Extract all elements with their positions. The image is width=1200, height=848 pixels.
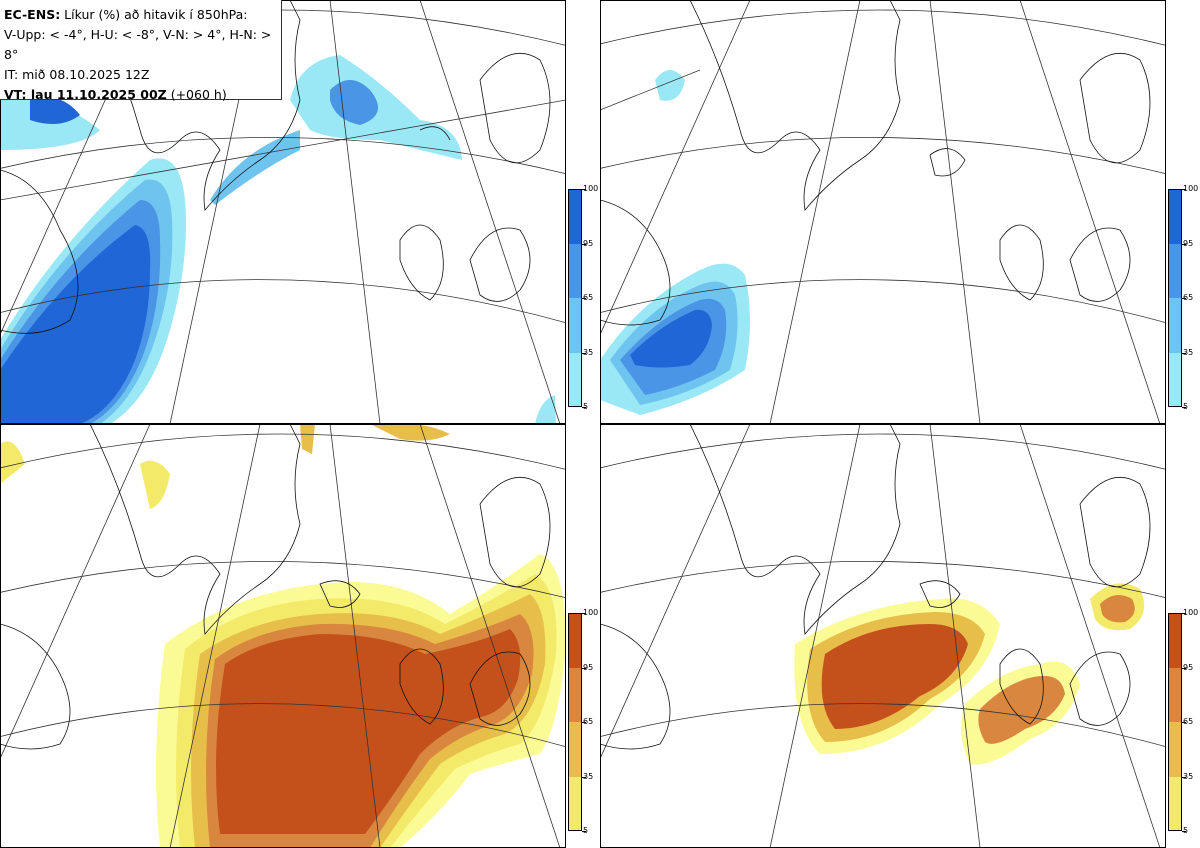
colorbar-segment: [568, 352, 582, 407]
colorbar-cold-left: 100 95 65 35 5: [568, 184, 598, 411]
model-name: EC-ENS:: [4, 7, 61, 22]
colorbar-label: 5: [1183, 402, 1189, 411]
coastlines: [600, 0, 1151, 326]
colorbar-tick: [1182, 776, 1186, 778]
colorbar-tick: [582, 189, 586, 190]
colorbar-label: 5: [583, 402, 589, 411]
colorbar-tick: [1182, 407, 1186, 408]
colorbar-segment: [568, 667, 582, 722]
colorbar-tick: [1182, 243, 1186, 245]
colorbar-label: 35: [1183, 347, 1194, 357]
map-canvas: [600, 424, 1166, 848]
colorbar-label: 65: [1183, 717, 1194, 726]
map-panel-warm-4: [0, 424, 566, 848]
map-header: EC-ENS: Líkur (%) að hitavik í 850hPa: V…: [0, 0, 282, 102]
colorbar-label: 5: [583, 826, 589, 835]
map-canvas: [0, 0, 566, 424]
colorbar-tick: [1182, 722, 1186, 723]
colorbar-segment: [1168, 352, 1182, 407]
colorbar-segment: [568, 722, 582, 777]
colorbar-label: 65: [1183, 293, 1194, 302]
colorbar-label: 35: [1183, 771, 1194, 781]
colorbar-tick: [1182, 298, 1186, 299]
colorbar-label: 95: [1183, 238, 1194, 248]
colorbar-label: 100: [583, 184, 599, 193]
colorbar-label: 100: [1183, 184, 1199, 193]
header-line-init-time: IT: mið 08.10.2025 12Z: [4, 67, 150, 82]
colorbar-tick: [1182, 667, 1186, 669]
header-line-valid-time: VT: lau 11.10.2025 00Z (+060 h): [4, 85, 277, 105]
graticule: [600, 424, 1166, 848]
probability-field: [0, 55, 556, 424]
colorbar-tick: [1182, 831, 1186, 832]
colorbar-segment: [1168, 613, 1182, 668]
coastlines: [600, 424, 1151, 750]
map-panel-warm-8: [600, 424, 1166, 848]
colorbar-label: 95: [583, 238, 594, 248]
colorbar-segment: [1168, 722, 1182, 777]
colorbar-label: 35: [583, 771, 594, 781]
colorbar-segment: [1168, 298, 1182, 353]
map-panel-cold-8: [600, 0, 1166, 424]
coastlines: [0, 0, 551, 334]
colorbar-label: 65: [583, 717, 594, 726]
map-canvas: [0, 424, 566, 848]
probability-field: [794, 583, 1145, 765]
colorbar-border: [568, 189, 582, 407]
lead-time: (+060 h): [166, 87, 227, 102]
graticule: [0, 424, 566, 848]
header-line-title: EC-ENS: Líkur (%) að hitavik í 850hPa:: [4, 5, 277, 25]
colorbar-label: 95: [1183, 662, 1194, 672]
colorbar-segment: [1168, 776, 1182, 831]
colorbar-tick: [582, 667, 586, 669]
coastlines: [0, 424, 551, 750]
colorbar-tick: [1182, 613, 1186, 614]
colorbar-segment: [568, 613, 582, 668]
colorbar-border: [568, 613, 582, 831]
colorbar-warm-left: 100 95 65 35 5: [568, 608, 598, 835]
valid-time: VT: lau 11.10.2025 00Z: [4, 87, 167, 102]
colorbar-segment: [1168, 243, 1182, 298]
header-line-thresholds: V-Upp: < -4°, H-U: < -8°, V-N: > 4°, H-N…: [4, 27, 272, 62]
colorbar-tick: [582, 407, 586, 408]
colorbar-label: 95: [583, 662, 594, 672]
colorbar-label: 65: [583, 293, 594, 302]
probability-field: [0, 424, 566, 848]
colorbar-tick: [1182, 352, 1186, 354]
colorbar-tick: [582, 722, 586, 723]
colorbar-tick: [582, 243, 586, 245]
probability-field: [600, 70, 750, 415]
colorbar-label: 100: [1183, 608, 1199, 617]
colorbar-segment: [568, 776, 582, 831]
graticule: [600, 0, 1166, 424]
colorbar-tick: [582, 613, 586, 614]
colorbar-segment: [1168, 189, 1182, 244]
colorbar-segment: [568, 243, 582, 298]
variable-description: Líkur (%) að hitavik í 850hPa:: [60, 7, 248, 22]
colorbar-label: 35: [583, 347, 594, 357]
colorbar-tick: [582, 298, 586, 299]
colorbar-segment: [568, 298, 582, 353]
colorbar-tick: [582, 831, 586, 832]
colorbar-label: 5: [1183, 826, 1189, 835]
map-canvas: [600, 0, 1166, 424]
colorbar-segment: [568, 189, 582, 244]
colorbar-tick: [582, 776, 586, 778]
map-panel-cold-4: EC-ENS: Líkur (%) að hitavik í 850hPa: V…: [0, 0, 566, 424]
colorbar-cold-right: 100 95 65 35 5: [1168, 184, 1198, 411]
colorbar-label: 100: [583, 608, 599, 617]
colorbar-warm-right: 100 95 65 35 5: [1168, 608, 1198, 835]
colorbar-segment: [1168, 667, 1182, 722]
colorbar-tick: [582, 352, 586, 354]
colorbar-border: [1168, 189, 1182, 407]
colorbar-border: [1168, 613, 1182, 831]
colorbar-tick: [1182, 189, 1186, 190]
